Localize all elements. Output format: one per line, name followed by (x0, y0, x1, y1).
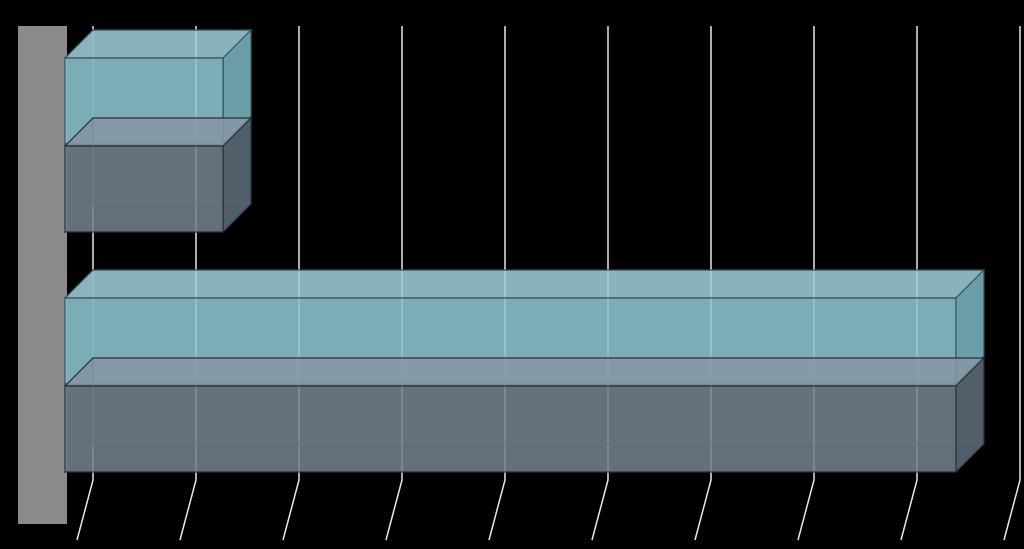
bar-top-face (65, 118, 251, 146)
bar-front-face (65, 146, 223, 232)
bar-top-face (65, 270, 984, 298)
gridline (1004, 26, 1020, 540)
bar3d-chart (0, 0, 1024, 549)
bar-front-face (65, 386, 956, 472)
bar-top-face (65, 30, 251, 58)
bar-top-face (65, 358, 984, 386)
left-wall (18, 26, 67, 524)
